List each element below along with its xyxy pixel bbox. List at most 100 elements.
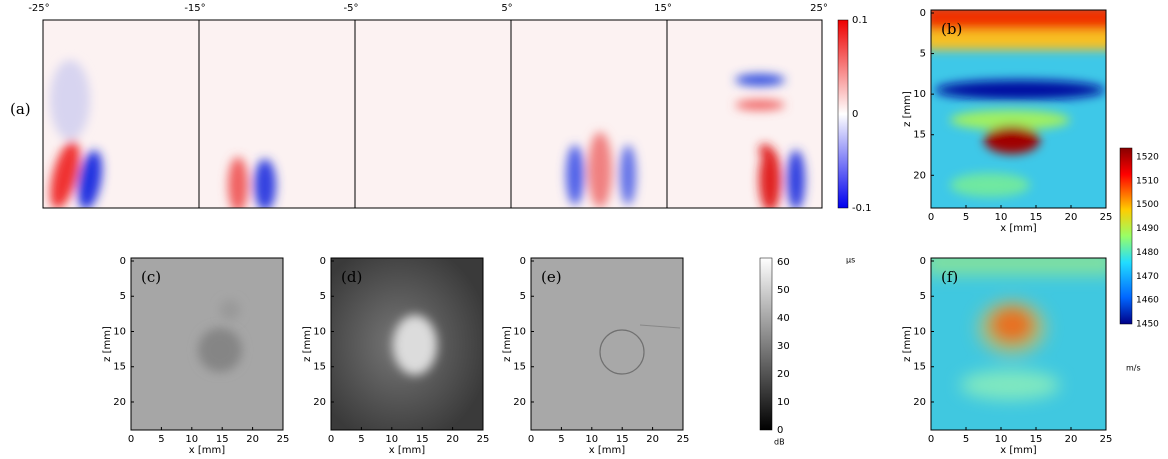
- x-axis-label: x [mm]: [389, 445, 425, 456]
- y-axis-label: z [mm]: [502, 326, 513, 362]
- y-tick-label: 20: [913, 397, 926, 408]
- y-tick-label: 20: [113, 397, 126, 408]
- y-axis-label: z [mm]: [902, 91, 913, 127]
- y-axis-label: z [mm]: [102, 326, 113, 362]
- colorbar-tick-label: 1450: [1136, 320, 1159, 330]
- x-tick-label: 0: [128, 434, 134, 445]
- x-tick-label: 25: [277, 434, 290, 445]
- x-tick-label: 0: [928, 212, 934, 223]
- x-tick-label: 20: [1065, 434, 1078, 445]
- colorbar-tick-label: 0: [777, 425, 783, 436]
- y-tick-label: 0: [920, 8, 926, 19]
- y-tick-label: 10: [513, 326, 526, 337]
- colorbar-tick-label: 1460: [1136, 296, 1159, 306]
- y-tick-label: 15: [313, 362, 326, 373]
- colorbar-tick-label: 1520: [1136, 153, 1159, 163]
- colorbar: [759, 257, 773, 431]
- colorbar-tick-label: -0.1: [852, 203, 872, 214]
- angle-label: 25°: [810, 3, 828, 14]
- x-tick-label: 10: [585, 434, 598, 445]
- colorbar-unit: μs: [846, 256, 855, 265]
- y-tick-label: 20: [513, 397, 526, 408]
- x-axis-label: x [mm]: [1000, 223, 1036, 234]
- x-tick-label: 15: [1030, 212, 1043, 223]
- colorbar-tick-label: 0: [852, 109, 858, 120]
- x-tick-label: 25: [477, 434, 490, 445]
- x-tick-label: 10: [995, 212, 1008, 223]
- y-tick-label: 5: [120, 291, 126, 302]
- panel-label: (d): [341, 268, 362, 286]
- panel-e-image: [530, 257, 773, 431]
- colorbar-tick-label: 1510: [1136, 176, 1159, 186]
- y-axis-label: z [mm]: [302, 326, 313, 362]
- x-axis-label: x [mm]: [189, 445, 225, 456]
- y-tick-label: 15: [913, 130, 926, 141]
- angle-label: 15°: [654, 3, 672, 14]
- x-tick-label: 15: [1030, 434, 1043, 445]
- y-tick-label: 10: [313, 326, 326, 337]
- angle-label: 5°: [501, 3, 512, 14]
- x-tick-label: 25: [677, 434, 690, 445]
- panel-f-image: [930, 147, 1133, 431]
- x-tick-label: 10: [185, 434, 198, 445]
- y-tick-label: 0: [520, 256, 526, 267]
- x-tick-label: 20: [646, 434, 659, 445]
- y-tick-label: 15: [913, 362, 926, 373]
- x-tick-label: 5: [963, 212, 969, 223]
- colorbar-tick-label: 10: [777, 397, 790, 408]
- x-axis-label: x [mm]: [589, 445, 625, 456]
- colorbar-unit: m/s: [1126, 364, 1141, 373]
- colorbar-tick-label: 30: [777, 341, 790, 352]
- panel-label: (a): [10, 100, 31, 118]
- y-tick-label: 5: [320, 291, 326, 302]
- colorbar: [1119, 147, 1133, 325]
- colorbar-tick-label: 1500: [1136, 200, 1159, 210]
- y-tick-label: 10: [113, 326, 126, 337]
- x-tick-label: 15: [216, 434, 229, 445]
- colorbar-tick-label: 50: [777, 285, 790, 296]
- y-tick-label: 5: [520, 291, 526, 302]
- y-tick-label: 0: [120, 256, 126, 267]
- panel-c-image: [130, 257, 284, 431]
- colorbar-tick-label: 0.1: [852, 15, 868, 26]
- colorbar-tick-label: 1470: [1136, 272, 1159, 282]
- x-tick-label: 10: [995, 434, 1008, 445]
- panel-b-image: [930, 9, 1107, 209]
- panel-label: (e): [541, 268, 562, 286]
- y-axis-label: z [mm]: [902, 326, 913, 362]
- x-tick-label: 15: [616, 434, 629, 445]
- angle-label: -5°: [344, 3, 359, 14]
- colorbar-tick-label: 1480: [1136, 248, 1159, 258]
- angle-label: -15°: [184, 3, 205, 14]
- y-tick-label: 10: [913, 89, 926, 100]
- panel-label: (b): [941, 20, 962, 38]
- x-tick-label: 0: [928, 434, 934, 445]
- y-tick-label: 5: [920, 49, 926, 60]
- panel-label: (f): [941, 268, 958, 286]
- angle-label: -25°: [28, 3, 49, 14]
- y-tick-label: 15: [113, 362, 126, 373]
- colorbar-tick-label: 60: [777, 257, 790, 268]
- x-tick-label: 20: [1065, 212, 1078, 223]
- x-tick-label: 0: [528, 434, 534, 445]
- y-tick-label: 20: [913, 170, 926, 181]
- colorbar-tick-label: 1490: [1136, 224, 1159, 234]
- y-tick-label: 5: [920, 291, 926, 302]
- colorbar-tick-label: 20: [777, 369, 790, 380]
- x-tick-label: 10: [385, 434, 398, 445]
- x-tick-label: 20: [246, 434, 259, 445]
- y-tick-label: 0: [920, 256, 926, 267]
- x-tick-label: 5: [158, 434, 164, 445]
- x-tick-label: 20: [446, 434, 459, 445]
- colorbar: [837, 19, 849, 209]
- panel-d-image: [330, 257, 484, 431]
- panel-a-images: [42, 19, 849, 209]
- x-tick-label: 5: [558, 434, 564, 445]
- x-tick-label: 25: [1100, 434, 1113, 445]
- x-tick-label: 25: [1100, 212, 1113, 223]
- y-tick-label: 20: [313, 397, 326, 408]
- colorbar-tick-label: 40: [777, 313, 790, 324]
- y-tick-label: 10: [913, 326, 926, 337]
